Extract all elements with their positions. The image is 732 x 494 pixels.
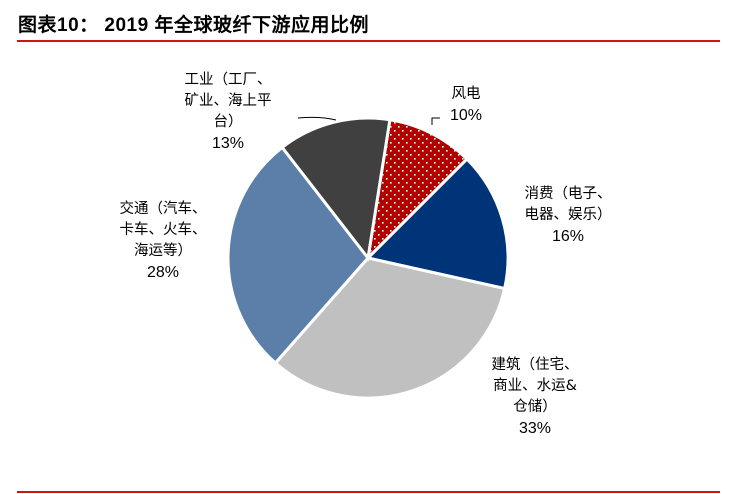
label-transport-value: 28% [146,264,180,281]
label-construction-line3: 仓储） [513,399,557,415]
label-construction-line1: 建筑（住宅、 [491,357,579,373]
label-transport: 交通（汽车、 卡车、火车、 海运等） 28% [120,199,207,283]
label-consumer: 消费（电子、 电器、娱乐） 16% [525,184,612,247]
bottom-rule [17,491,720,493]
pie-slice-industrial [280,116,392,262]
top-rule [17,40,720,42]
label-wind-text: 风电 [451,86,481,102]
label-transport-line3: 海运等） [134,243,192,259]
leader-line-industrial [297,116,337,121]
label-industrial-line3: 台） [213,114,243,130]
pie-slice-transport [226,145,370,366]
label-wind-value: 10% [449,107,483,124]
label-construction-value: 33% [518,420,552,437]
label-transport-line1: 交通（汽车、 [119,201,207,217]
pie-slice-wind [365,118,470,263]
label-industrial-line2: 矿业、海上平 [184,93,272,109]
label-industrial-value: 13% [211,135,245,152]
pie-slice-construction [273,256,507,400]
leader-line-wind [431,117,440,125]
label-construction-line2: 商业、水运& [493,378,577,394]
label-consumer-line2: 电器、娱乐） [524,207,612,223]
label-consumer-line1: 消费（电子、 [524,186,612,202]
label-industrial: 工业（工厂、 矿业、海上平 台） 13% [185,70,272,154]
label-industrial-line1: 工业（工厂、 [184,72,272,88]
pie-slice-consumer [365,156,510,291]
label-wind: 风电 10% [450,84,482,126]
label-transport-line2: 卡车、火车、 [119,222,207,238]
label-construction: 建筑（住宅、 商业、水运& 仓储） 33% [492,355,579,439]
chart-title: 图表10： 2019 年全球玻纤下游应用比例 [18,15,369,36]
label-consumer-value: 16% [551,228,585,245]
